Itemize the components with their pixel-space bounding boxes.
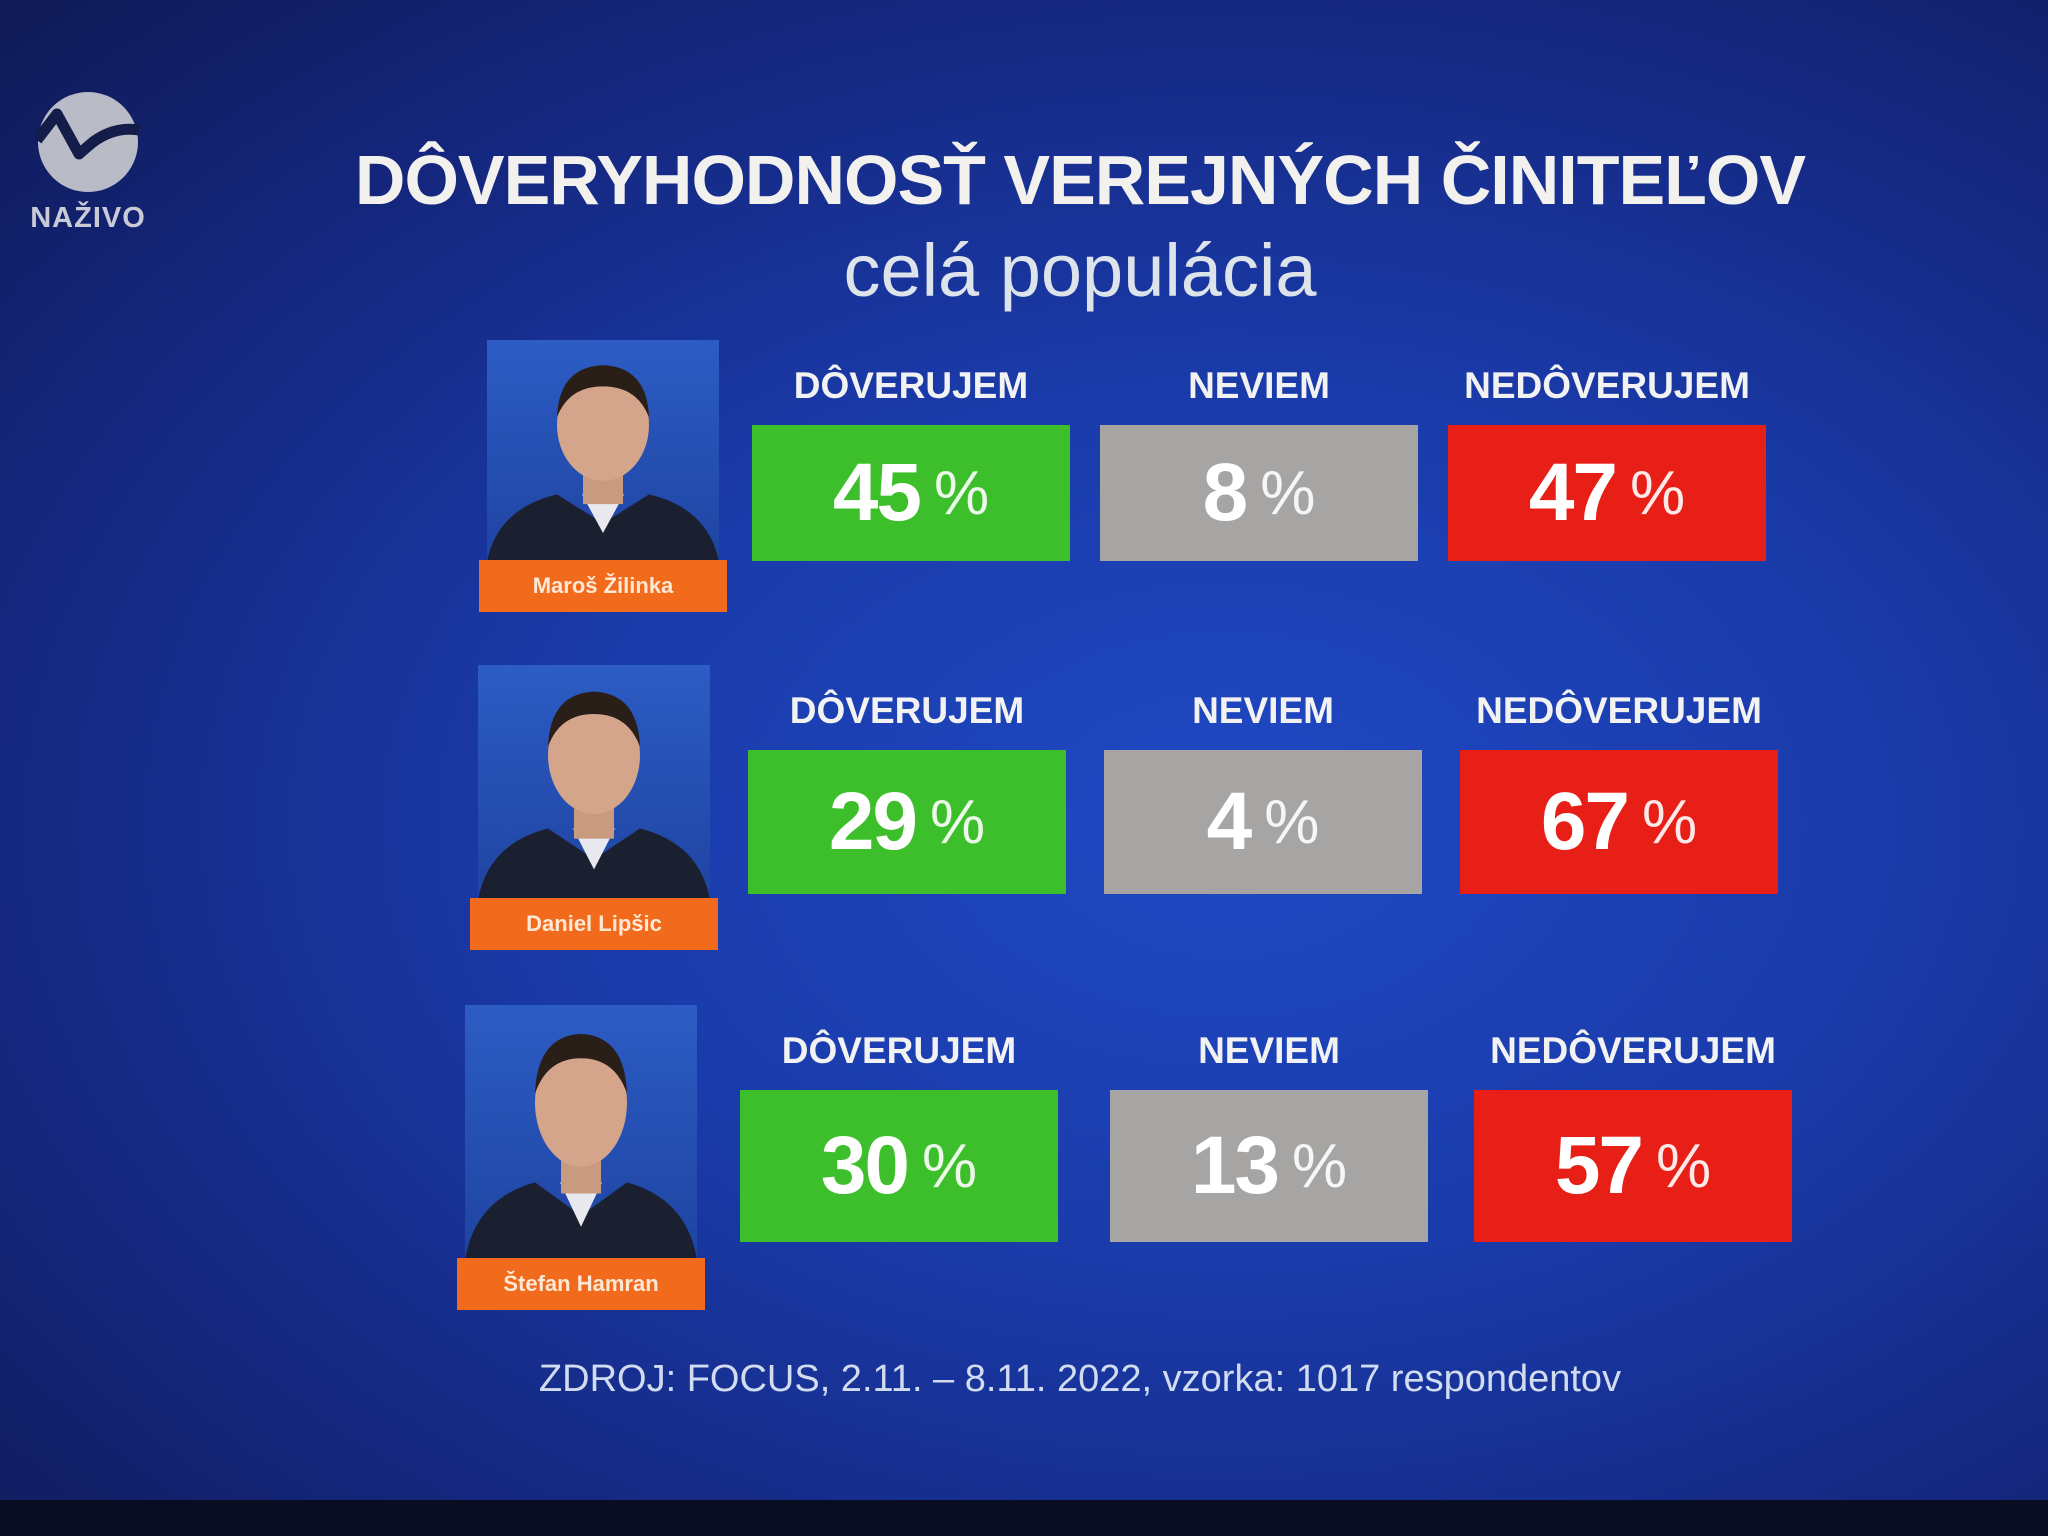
percent-sign: % (1630, 458, 1686, 528)
value-label: 47 (1528, 447, 1618, 538)
person-photo: Daniel Lipšic (470, 665, 718, 950)
person-photo: Maroš Žilinka (479, 340, 727, 612)
value-box-trust: 30% (740, 1090, 1058, 1242)
chart-subtitle: celá populácia (843, 229, 1317, 312)
value-label: 4 (1206, 776, 1253, 867)
value-box-dontknow: 8% (1100, 425, 1418, 561)
column-label-dontknow: NEVIEM (1198, 1030, 1340, 1071)
percent-sign: % (930, 787, 986, 857)
value-box-dontknow: 13% (1110, 1090, 1428, 1242)
column-label-distrust: NEDÔVERUJEM (1464, 365, 1750, 406)
column-label-dontknow: NEVIEM (1188, 365, 1330, 406)
channel-logo: NAŽIVO (28, 92, 148, 235)
chart-title: DÔVERYHODNOSŤ VEREJNÝCH ČINITEĽOV (354, 141, 1806, 219)
person-name-tag: Maroš Žilinka (479, 560, 727, 612)
person-name-tag: Štefan Hamran (457, 1258, 705, 1310)
value-box-trust: 45% (752, 425, 1070, 561)
percent-sign: % (934, 458, 990, 528)
percent-sign: % (922, 1131, 978, 1201)
value-box-distrust: 57% (1474, 1090, 1792, 1242)
value-box-dontknow: 4% (1104, 750, 1422, 894)
person-photo: Štefan Hamran (457, 1005, 705, 1310)
value-label: 30 (820, 1120, 910, 1211)
value-box-distrust: 67% (1460, 750, 1778, 894)
source-note: ZDROJ: FOCUS, 2.11. – 8.11. 2022, vzorka… (538, 1358, 1622, 1400)
ta3-logo-icon (35, 92, 140, 192)
value-label: 8 (1202, 447, 1249, 538)
value-label: 67 (1540, 776, 1630, 867)
value-label: 13 (1190, 1120, 1280, 1211)
percent-sign: % (1260, 458, 1316, 528)
value-label: 57 (1554, 1120, 1644, 1211)
value-label: 45 (832, 447, 922, 538)
column-label-distrust: NEDÔVERUJEM (1490, 1030, 1776, 1071)
value-box-trust: 29% (748, 750, 1066, 894)
logo-text: NAŽIVO (30, 202, 146, 234)
value-box-distrust: 47% (1448, 425, 1766, 561)
percent-sign: % (1656, 1131, 1712, 1201)
person-portrait-icon (465, 1033, 697, 1260)
percent-sign: % (1642, 787, 1698, 857)
person-portrait-icon (478, 691, 710, 900)
column-label-trust: DÔVERUJEM (781, 1030, 1017, 1071)
person-portrait-icon (487, 365, 719, 562)
value-label: 29 (828, 776, 918, 867)
percent-sign: % (1264, 787, 1320, 857)
column-label-distrust: NEDÔVERUJEM (1476, 690, 1762, 731)
percent-sign: % (1292, 1131, 1348, 1201)
column-label-trust: DÔVERUJEM (793, 365, 1029, 406)
column-label-dontknow: NEVIEM (1192, 690, 1334, 731)
column-label-trust: DÔVERUJEM (789, 690, 1025, 731)
tv-screen: NAŽIVO DÔVERYHODNOSŤ VEREJNÝCH ČINITEĽOV… (0, 0, 2048, 1500)
person-name-tag: Daniel Lipšic (470, 898, 718, 950)
